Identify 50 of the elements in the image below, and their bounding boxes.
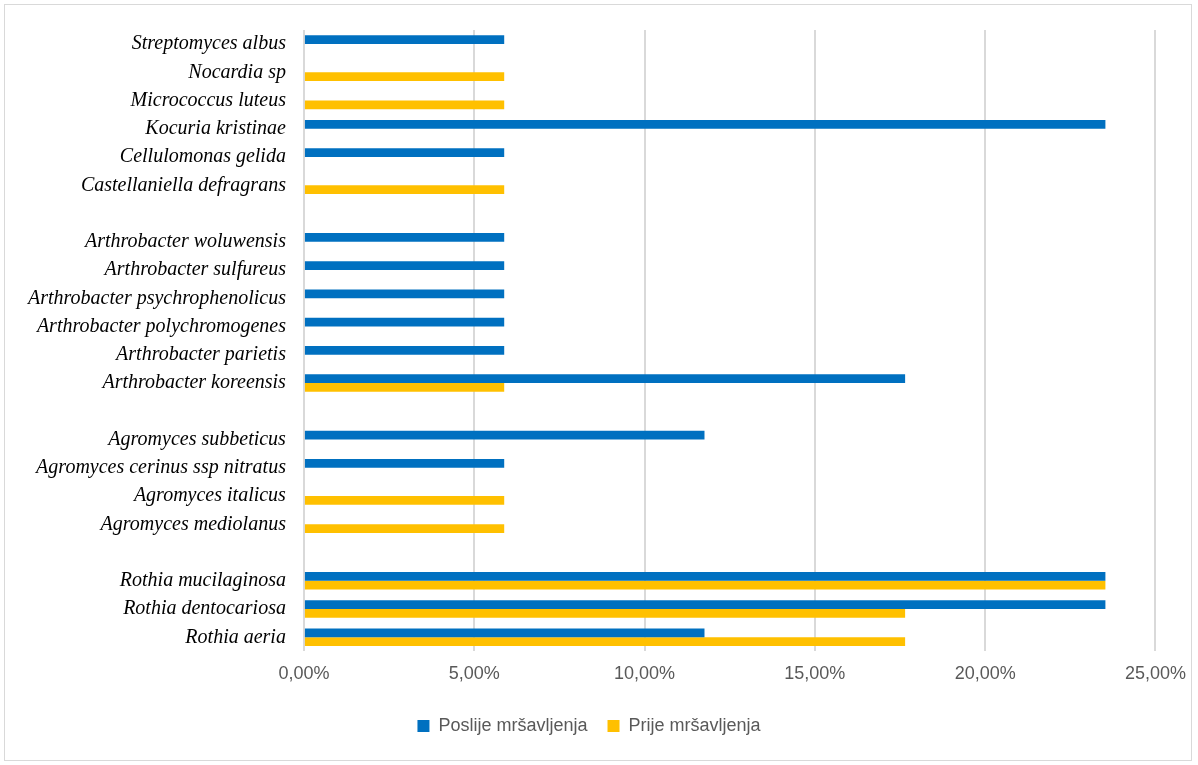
x-tick-label: 15,00% xyxy=(784,663,846,684)
bar xyxy=(304,600,1106,610)
y-tick-label: Agromyces italicus xyxy=(131,483,287,507)
y-tick-label: Kocuria kristinae xyxy=(144,116,287,139)
bar xyxy=(304,580,1106,590)
bar xyxy=(304,100,505,110)
y-tick-label: Streptomyces albus xyxy=(131,31,287,55)
x-tick-label: 10,00% xyxy=(614,663,676,684)
y-tick-label: Cellulomonas gelida xyxy=(119,144,286,168)
bar xyxy=(304,383,505,392)
bar xyxy=(304,496,505,505)
y-tick-label: Rothia dentocariosa xyxy=(122,596,286,619)
bar xyxy=(304,637,906,647)
legend-label: Poslije mršavljenja xyxy=(438,714,589,735)
y-tick-label: Agromyces cerinus ssp nitratus xyxy=(34,455,287,479)
x-tick-label: 20,00% xyxy=(954,663,1016,684)
x-tick-label: 0,00% xyxy=(278,663,330,684)
y-tick-label: Rothia mucilaginosa xyxy=(118,568,286,592)
bar xyxy=(304,374,906,384)
x-tick-label: 5,00% xyxy=(448,663,500,684)
bar xyxy=(304,572,1106,581)
bar xyxy=(304,430,705,440)
y-tick-label: Arthrobacter parietis xyxy=(114,342,287,366)
bar xyxy=(304,233,505,242)
y-tick-label: Nocardia sp xyxy=(187,59,286,83)
bar xyxy=(304,261,505,271)
y-tick-label: Arthrobacter woluwensis xyxy=(82,229,287,252)
y-tick-label: Arthrobacter psychrophenolicus xyxy=(26,285,287,309)
y-tick-label: Micrococcus luteus xyxy=(129,87,287,110)
bar xyxy=(304,317,505,327)
bar xyxy=(304,35,505,45)
y-tick-label: Arthrobacter koreensis xyxy=(100,370,287,393)
y-tick-label: Agromyces subbeticus xyxy=(106,426,287,450)
x-tick-label: 25,00% xyxy=(1124,663,1187,684)
bar xyxy=(304,120,1106,129)
bar xyxy=(304,289,505,299)
y-tick-label: Agromyces mediolanus xyxy=(98,511,287,535)
y-tick-label: Castellaniella defragrans xyxy=(80,172,287,196)
y-tick-label: Arthrobacter polychromogenes xyxy=(34,313,287,337)
bar xyxy=(304,459,505,468)
bar xyxy=(304,148,505,158)
bar xyxy=(304,346,505,355)
bar xyxy=(304,628,705,638)
bar xyxy=(304,185,505,195)
y-tick-label: Arthrobacter sulfureus xyxy=(102,257,287,281)
bar xyxy=(304,72,505,82)
legend-label: Prije mršavljenja xyxy=(628,714,762,735)
bar xyxy=(304,524,505,534)
y-tick-label: Rothia aeria xyxy=(184,624,286,647)
bar xyxy=(304,609,906,618)
